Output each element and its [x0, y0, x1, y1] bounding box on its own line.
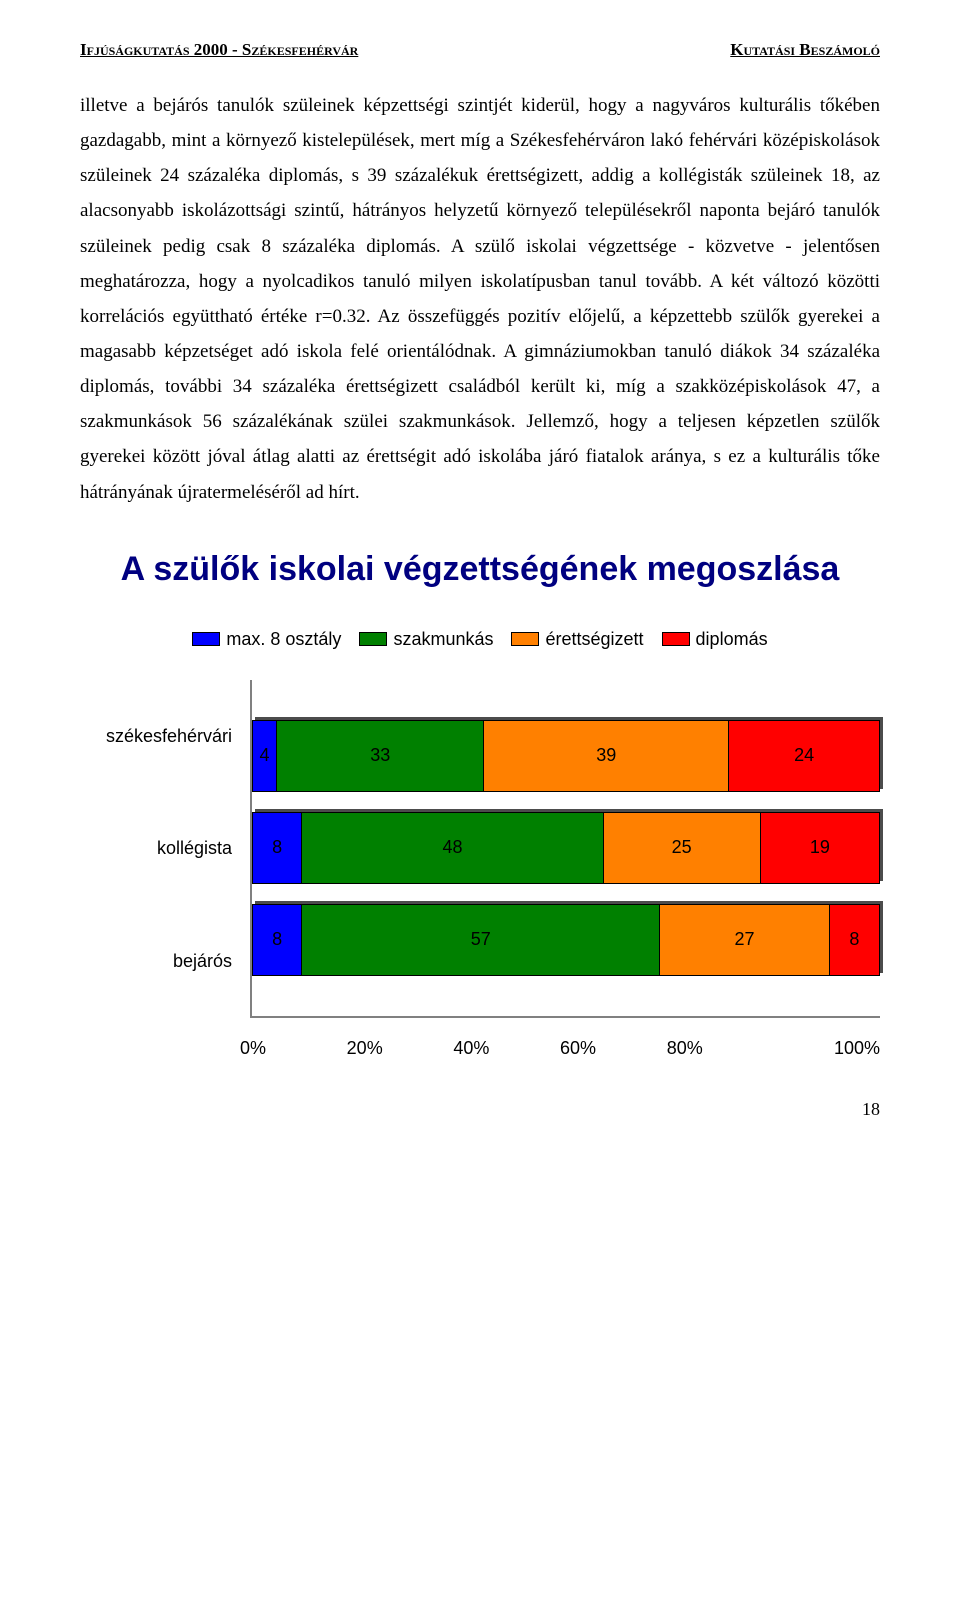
chart-legend: max. 8 osztály szakmunkás érettségizett dip… [80, 629, 880, 650]
legend-swatch [192, 632, 220, 646]
x-axis: 0%20%40%60%80%100% [250, 1026, 880, 1059]
bar-segment: 33 [277, 720, 484, 792]
legend-label: érettségizett [545, 629, 643, 650]
page-number: 18 [80, 1099, 880, 1120]
bar-segment: 48 [302, 812, 603, 884]
bar-row: 8482519 [252, 812, 880, 884]
x-tick: 0% [240, 1038, 347, 1059]
category-label: székesfehérvári [106, 726, 232, 747]
header-left: Ifjúságkutatás 2000 - Székesfehérvár [80, 40, 358, 60]
plot-area: 43339248482519857278 [250, 680, 880, 1018]
bar-segment: 25 [604, 812, 761, 884]
bar-segment: 4 [252, 720, 277, 792]
x-tick: 20% [347, 1038, 454, 1059]
bar-segment: 57 [302, 904, 660, 976]
y-axis-labels: székesfehérvári kollégista bejárós [80, 680, 250, 1018]
legend-item: érettségizett [511, 629, 643, 650]
x-tick: 60% [560, 1038, 667, 1059]
chart-title: A szülők iskolai végzettségének megoszlá… [80, 550, 880, 589]
legend-item: max. 8 osztály [192, 629, 341, 650]
legend-swatch [511, 632, 539, 646]
x-tick: 80% [667, 1038, 774, 1059]
bar-segment: 39 [484, 720, 729, 792]
legend-label: max. 8 osztály [226, 629, 341, 650]
legend-swatch [662, 632, 690, 646]
body-paragraph: illetve a bejárós tanulók szüleinek képz… [80, 88, 880, 510]
category-label: kollégista [157, 838, 232, 859]
bar-segment: 8 [830, 904, 880, 976]
header-right: Kutatási Beszámoló [730, 40, 880, 60]
bar-segment: 8 [252, 812, 302, 884]
bar-segment: 19 [761, 812, 880, 884]
bar-row: 857278 [252, 904, 880, 976]
stacked-bar-chart: székesfehérvári kollégista bejárós 4333924… [80, 680, 880, 1018]
x-tick: 40% [453, 1038, 560, 1059]
legend-swatch [359, 632, 387, 646]
legend-item: diplomás [662, 629, 768, 650]
page-header: Ifjúságkutatás 2000 - Székesfehérvár Kut… [80, 40, 880, 60]
bar-segment: 24 [729, 720, 880, 792]
legend-item: szakmunkás [359, 629, 493, 650]
legend-label: szakmunkás [393, 629, 493, 650]
bar-row: 4333924 [252, 720, 880, 792]
bar-segment: 8 [252, 904, 302, 976]
category-label: bejárós [173, 951, 232, 972]
x-tick: 100% [773, 1038, 880, 1059]
bar-segment: 27 [660, 904, 830, 976]
legend-label: diplomás [696, 629, 768, 650]
